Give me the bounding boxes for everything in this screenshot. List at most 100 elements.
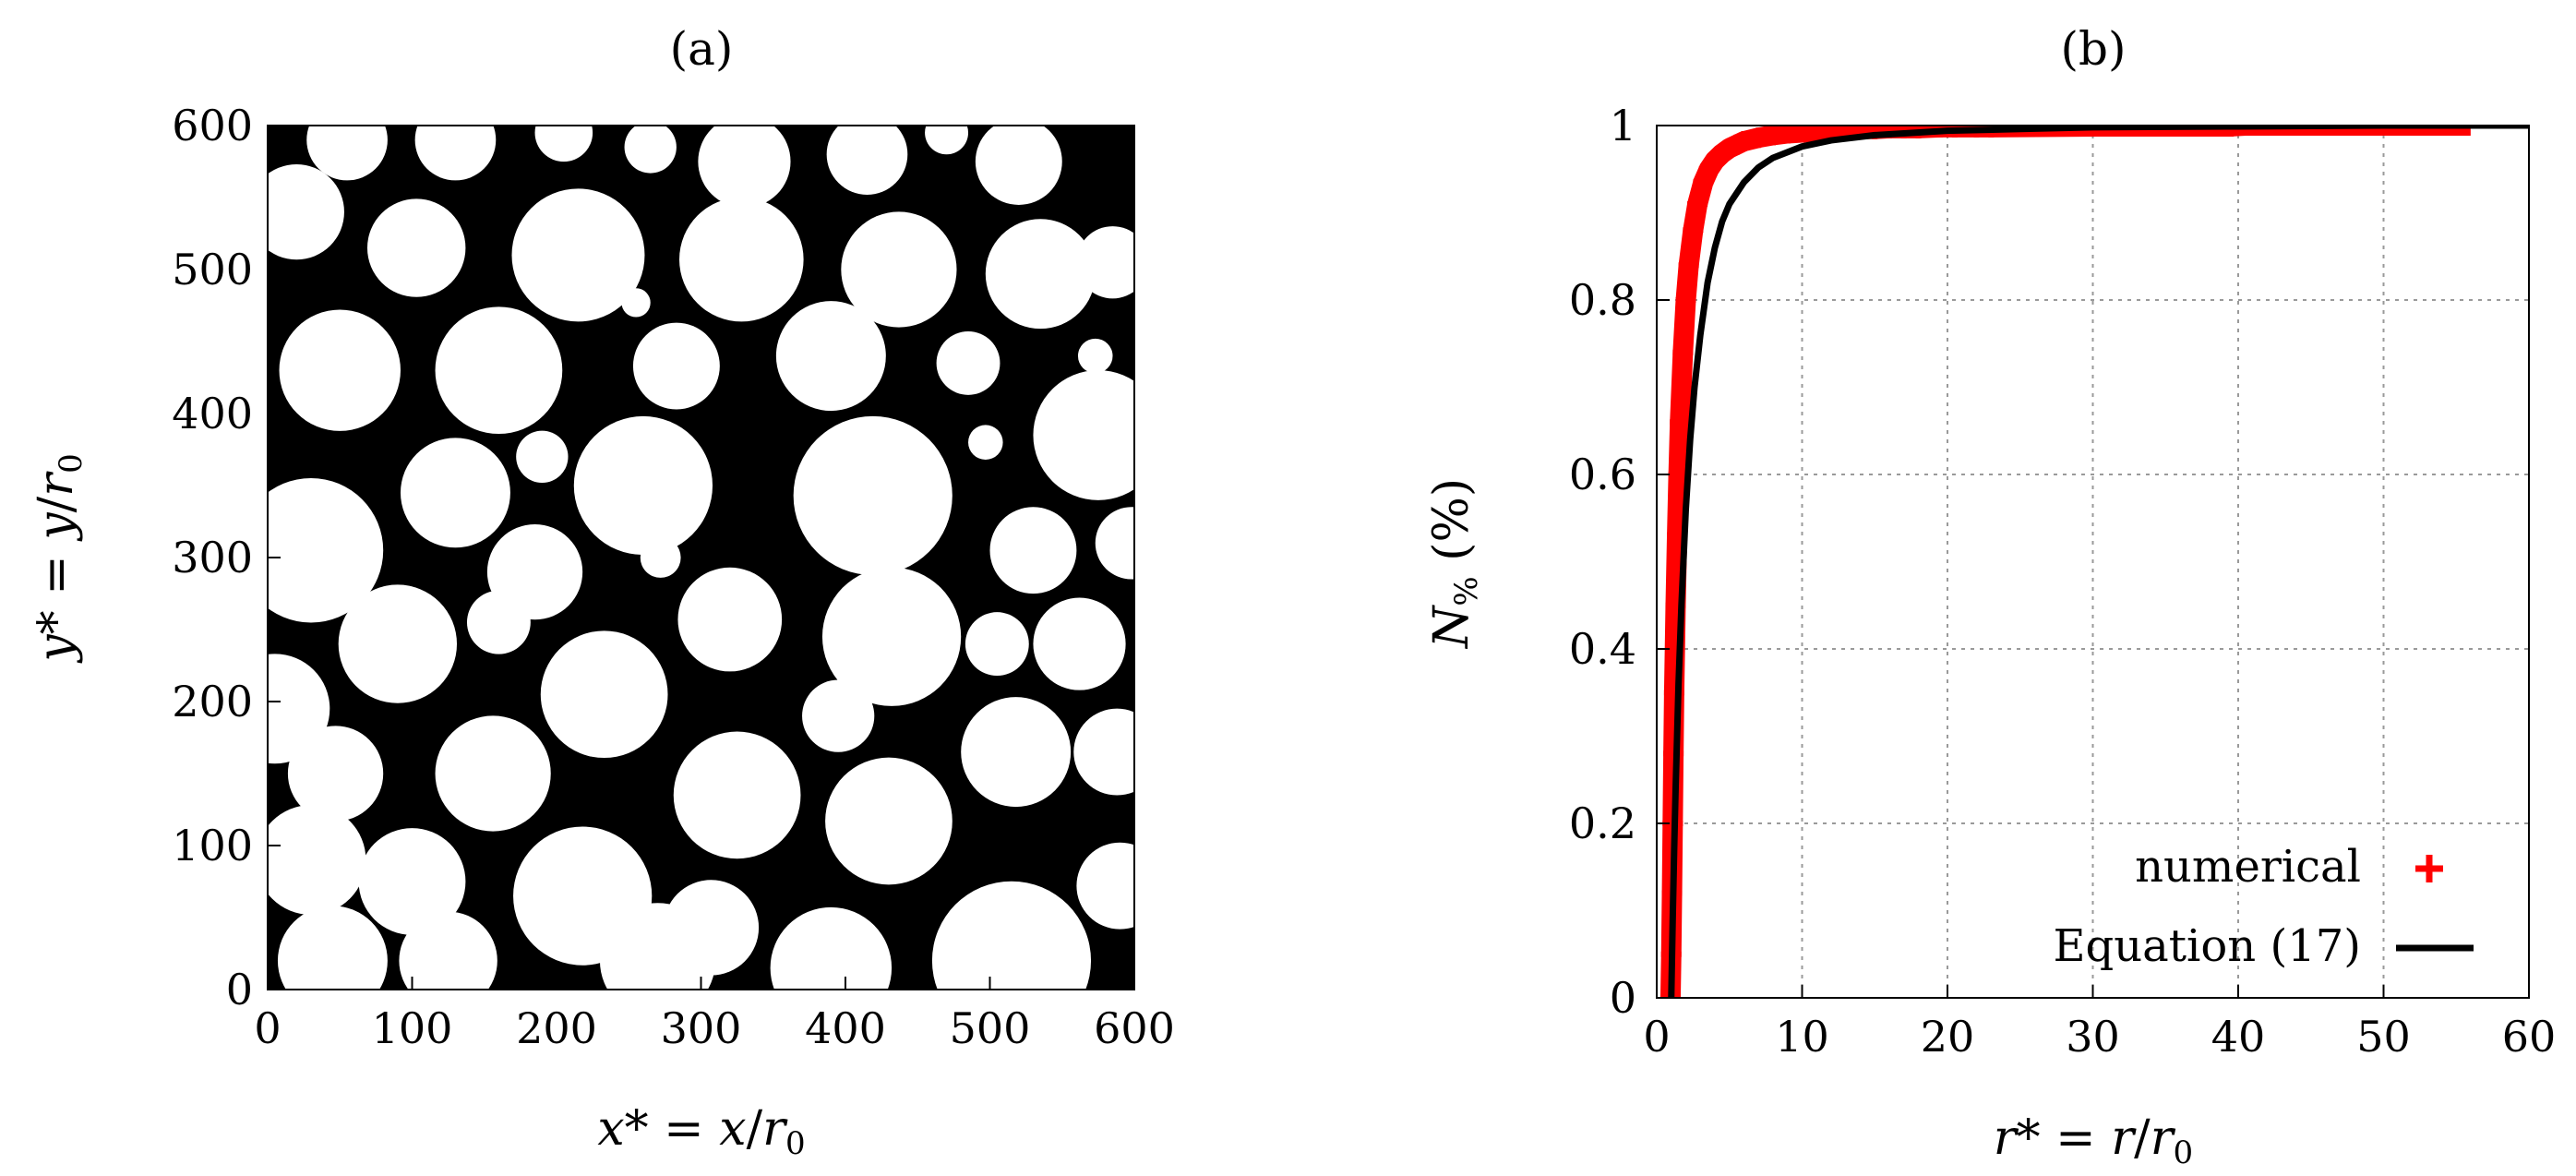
y-tick-label: 100	[172, 821, 253, 870]
particle	[287, 726, 384, 822]
panel-a-title: (a)	[670, 22, 734, 76]
y-tick-label: 0.6	[1569, 450, 1636, 499]
numerical-point	[2457, 126, 2478, 136]
particle	[936, 330, 1000, 395]
particle	[268, 477, 384, 623]
particle	[268, 654, 330, 764]
panel-a-xlabel: x* = x/r0	[597, 1101, 805, 1162]
particle	[1076, 842, 1134, 930]
particle	[400, 438, 510, 548]
x-tick-label: 500	[950, 1003, 1031, 1053]
x-tick-label: 200	[516, 1003, 597, 1053]
numerical-point	[2307, 126, 2329, 136]
numerical-point	[2438, 126, 2460, 136]
particle	[775, 301, 886, 412]
y-tick-label: 0.2	[1569, 798, 1636, 848]
numerical-point	[2358, 126, 2379, 136]
particle	[268, 805, 366, 916]
panel-b-ylabel: N% (%)	[1424, 478, 1485, 650]
particle	[663, 880, 760, 976]
numerical-point	[1670, 412, 1691, 433]
particle	[435, 715, 551, 832]
panel-b-title: (b)	[2060, 22, 2126, 76]
particle	[513, 826, 653, 966]
particle	[534, 126, 593, 162]
numerical-point	[1683, 220, 1704, 241]
particle	[802, 679, 875, 752]
panel-b-grid	[1657, 126, 2529, 998]
panel-a-particles	[268, 126, 1134, 990]
x-tick-label: 30	[2066, 1012, 2120, 1062]
particle	[486, 523, 583, 620]
particle	[925, 126, 969, 155]
particle	[679, 197, 804, 322]
y-tick-label: 0.4	[1569, 624, 1636, 674]
particle	[673, 731, 801, 859]
x-tick-label: 600	[1094, 1003, 1175, 1053]
particle	[770, 906, 893, 990]
legend-numerical-label: numerical	[2135, 841, 2361, 893]
particle	[975, 126, 1062, 205]
particle	[1033, 369, 1134, 500]
particle	[358, 828, 466, 935]
particle	[961, 697, 1072, 808]
x-tick-label: 20	[1921, 1012, 1975, 1062]
numerical-point	[2395, 126, 2416, 136]
panel-a-ticks: 0 100 200 300 400 500 600 0 100 200 300 400 500 600	[172, 101, 1175, 1053]
numerical-point	[2337, 126, 2358, 136]
particle	[826, 126, 908, 196]
numerical-point	[1687, 194, 1708, 215]
y-tick-label: 300	[172, 533, 253, 582]
particle	[306, 126, 388, 181]
legend-numerical-marker	[2415, 855, 2443, 882]
numerical-point	[2376, 126, 2397, 136]
numerical-point	[2279, 126, 2300, 136]
particle	[968, 425, 1003, 460]
numerical-point	[2419, 126, 2440, 136]
particle	[989, 507, 1077, 594]
panel-a-ylabel: y* = y/r0	[29, 453, 90, 663]
particle	[366, 198, 466, 297]
panel-b-xlabel: r* = r/r0	[1994, 1110, 2193, 1171]
x-tick-label: 60	[2502, 1012, 2557, 1062]
x-tick-label: 100	[372, 1003, 453, 1053]
particle	[621, 288, 651, 318]
particle	[632, 322, 720, 410]
particle	[677, 567, 783, 672]
x-tick-label: 0	[254, 1003, 281, 1053]
particle	[511, 188, 645, 322]
numerical-point	[2409, 126, 2430, 136]
panel-b: (b) 0 10 20 30 40 50 60 0 0.2 0.4 0.6 0.8 1 r* = r/r…	[1424, 22, 2556, 1171]
particle	[414, 126, 497, 181]
particle	[965, 612, 1029, 677]
particle	[1076, 226, 1134, 299]
numerical-point	[2235, 126, 2256, 136]
y-tick-label: 200	[172, 677, 253, 726]
particle	[540, 630, 668, 759]
y-tick-label: 0	[1610, 973, 1636, 1023]
particle	[793, 415, 953, 575]
x-tick-label: 0	[1643, 1012, 1670, 1062]
panel-b-series	[1659, 126, 2529, 998]
numerical-point	[1733, 131, 1755, 152]
particle	[1073, 708, 1134, 796]
particle	[338, 584, 458, 703]
y-tick-label: 0.8	[1569, 275, 1636, 325]
y-tick-label: 500	[172, 245, 253, 294]
legend-equation-label: Equation (17)	[2053, 920, 2361, 972]
particle	[931, 881, 1092, 990]
x-tick-label: 40	[2211, 1012, 2266, 1062]
y-tick-label: 1	[1610, 101, 1636, 150]
panel-b-legend: numerical Equation (17)	[2053, 841, 2474, 972]
particle	[1095, 507, 1134, 580]
equation-line	[1668, 126, 2529, 998]
x-tick-label: 10	[1775, 1012, 1829, 1062]
particle	[1033, 597, 1126, 690]
particle	[698, 126, 791, 209]
particle	[825, 757, 953, 885]
particle	[821, 567, 962, 706]
particle	[279, 309, 401, 431]
y-tick-label: 600	[172, 101, 253, 150]
x-tick-label: 50	[2356, 1012, 2411, 1062]
